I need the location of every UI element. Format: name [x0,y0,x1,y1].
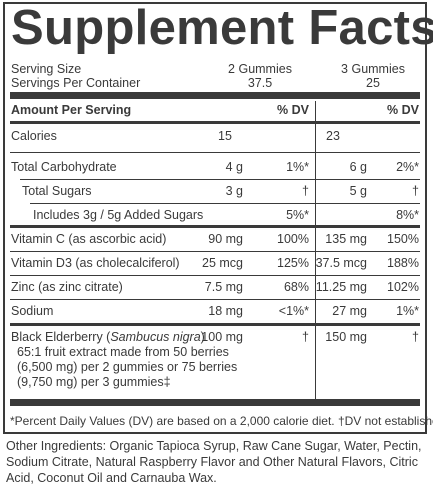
servings-per-container-col1: 37.5 [247,76,273,90]
row-divider [10,299,420,300]
panel-title: Supplement Facts [11,1,433,55]
row-elderberry-name: Black Elderberry (Sambucus nigra) [11,330,205,344]
dv-heading-col1: % DV [277,103,309,117]
row-zinc-dv1: 68% [283,280,309,294]
row-carb-dv1: 1%* [286,160,309,174]
row-sugars-dv2: † [412,184,419,198]
other-ingredients: Other Ingredients: Organic Tapioca Syrup… [6,439,422,485]
dv-heading-col2: % DV [387,103,419,117]
supplement-facts-panel: Supplement Facts Serving Size Servings P… [3,1,433,434]
row-sodium-amount2: 27 mg [332,304,367,318]
row-zinc-amount1: 7.5 mg [204,280,243,294]
elderberry-detail-line: 65:1 fruit extract made from 50 berries [17,345,229,359]
row-added-sugars-dv1: 5%* [286,208,309,222]
row-sugars-name: Total Sugars [22,184,92,198]
thick-rule [10,92,420,99]
row-elderberry-amount1: 100 mg [201,330,243,344]
row-elderberry-dv1: † [302,330,309,344]
row-divider [10,275,420,276]
servings-per-container-col2: 25 [366,76,380,90]
row-sugars-amount1: 3 g [225,184,243,198]
medium-rule [10,121,420,124]
row-vitamin-d3-name: Vitamin D3 (as cholecalciferol) [11,256,180,270]
medium-rule [10,225,420,228]
row-elderberry-amount2: 150 mg [325,330,367,344]
row-added-sugars-name: Includes 3g / 5g Added Sugars [33,208,204,222]
serving-size-col1: 2 Gummies [228,62,292,76]
row-calories-name: Calories [11,129,57,143]
serving-size-label: Serving Size [11,62,82,76]
row-zinc-amount2: 11.25 mg [315,280,367,294]
row-sugars-amount2: 5 g [349,184,367,198]
medium-rule [10,323,420,326]
row-vitamin-d3-dv2: 188% [387,256,419,270]
row-sugars-dv1: † [302,184,309,198]
row-vitamin-c-dv2: 150% [387,232,419,246]
row-carb-amount1: 4 g [225,160,243,174]
row-vitamin-d3-amount2: 37.5 mcg [315,256,367,270]
row-divider [10,251,420,252]
elderberry-detail-line: (9,750 mg) per 3 gummies‡ [17,375,171,389]
row-sodium-amount1: 18 mg [208,304,243,318]
row-vitamin-c-amount2: 135 mg [325,232,367,246]
row-carb-name: Total Carbohydrate [11,160,117,174]
amount-per-serving-heading: Amount Per Serving [11,103,132,117]
thick-rule [10,399,420,406]
row-divider [10,152,420,153]
row-zinc-name: Zinc (as zinc citrate) [11,280,123,294]
row-sodium-dv1: <1%* [278,304,309,318]
servings-per-container-label: Servings Per Container [11,76,141,90]
row-vitamin-c-amount1: 90 mg [208,232,243,246]
row-carb-dv2: 2%* [396,160,419,174]
row-sodium-name: Sodium [11,304,54,318]
row-vitamin-c-name: Vitamin C (as ascorbic acid) [11,232,167,246]
row-added-sugars-dv2: 8%* [396,208,419,222]
column-divider [315,101,316,399]
row-calories-amount1: 15 [218,129,232,143]
row-sodium-dv2: 1%* [396,304,419,318]
row-vitamin-d3-dv1: 125% [277,256,309,270]
row-divider [20,179,420,180]
row-divider [30,203,420,204]
row-carb-amount2: 6 g [349,160,367,174]
elderberry-latin-name: Sambucus nigra [110,330,201,344]
row-zinc-dv2: 102% [387,280,419,294]
row-calories-amount2: 23 [326,129,340,143]
row-vitamin-d3-amount1: 25 mcg [202,256,243,270]
row-elderberry-dv2: † [412,330,419,344]
row-vitamin-c-dv1: 100% [277,232,309,246]
footnote: *Percent Daily Values (DV) are based on … [10,414,433,428]
elderberry-detail-line: (6,500 mg) per 2 gummies or 75 berries [17,360,238,374]
serving-size-col2: 3 Gummies [341,62,405,76]
